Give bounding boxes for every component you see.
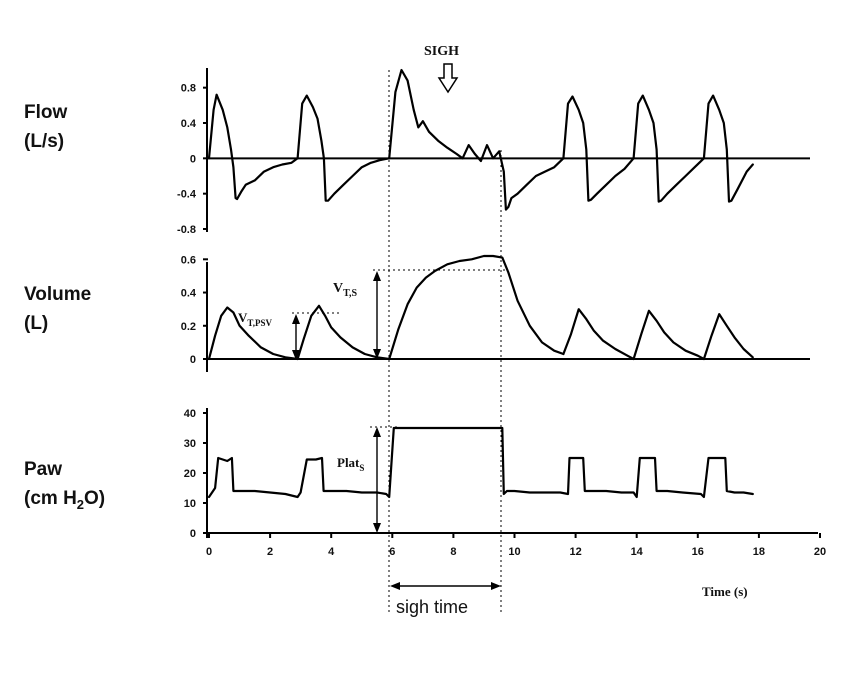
plat-arrow-top-icon: [373, 427, 381, 437]
x-axis-label: Time (s): [702, 584, 748, 599]
sigh-label: SIGH: [424, 44, 459, 59]
vts-label-sub: T,S: [343, 288, 357, 299]
vts-arrow-bottom-icon: [373, 349, 381, 359]
flow-trace-4: [632, 94, 705, 203]
paw-panel-title: Paw: [24, 459, 62, 480]
sigh-time-arrow-left-icon: [390, 582, 400, 590]
paw-panel-unit: (cm H2O): [24, 488, 105, 512]
vts-measure: VT,S: [333, 271, 381, 359]
sigh-time-measure: sigh time: [390, 582, 501, 617]
x-tick-label: 0: [206, 546, 212, 558]
volume-y-tick-label: 0: [190, 354, 196, 366]
sigh-down-arrow-icon: [437, 63, 459, 94]
x-tick-label: 4: [328, 546, 335, 558]
flow-y-tick-label: 0.8: [181, 83, 196, 95]
plat-measure: PlatS: [337, 427, 381, 533]
plat-arrow-bottom-icon: [373, 523, 381, 533]
volume-trace-0: [207, 306, 299, 361]
paw-trace-0: [207, 426, 754, 499]
volume-y-tick-label: 0.4: [181, 288, 197, 300]
volume-panel-unit: (L): [24, 313, 48, 334]
volume-panel-title: Volume: [24, 284, 91, 305]
x-tick-label: 8: [450, 546, 456, 558]
x-tick-label: 12: [569, 546, 581, 558]
paw-y-tick-label: 40: [184, 408, 196, 420]
vts-label: VT,S: [333, 281, 358, 299]
vtpsv-measure: VT,PSV: [238, 310, 300, 360]
vtpsv-label: VT,PSV: [238, 310, 272, 328]
flow-panel-title: Flow: [24, 102, 67, 123]
volume-trace-4: [632, 309, 705, 361]
flow-trace-5: [702, 94, 754, 203]
paw-y-tick-label: 30: [184, 438, 196, 450]
vtpsv-label-main: V: [238, 310, 248, 325]
x-tick-label: 20: [814, 546, 826, 558]
volume-y-tick-label: 0.6: [181, 254, 196, 266]
x-tick-label: 18: [753, 546, 765, 558]
flow-y-tick-label: -0.8: [177, 224, 196, 236]
volume-trace-2: [388, 254, 565, 361]
vtpsv-arrow-bottom-icon: [292, 350, 300, 360]
volume-y-tick-label: 0.2: [181, 321, 196, 333]
paw-y-tick-label: 10: [184, 498, 196, 510]
paw-unit-end: O): [84, 488, 105, 509]
vts-arrow-top-icon: [373, 271, 381, 281]
x-tick-label: 6: [389, 546, 395, 558]
flow-trace-0: [207, 93, 299, 201]
vtpsv-arrow-top-icon: [292, 314, 300, 324]
paw-unit-main: (cm H: [24, 488, 77, 509]
x-tick-label: 16: [692, 546, 704, 558]
traces-layer: [207, 68, 754, 499]
plat-label-sub: S: [359, 463, 364, 473]
vts-label-main: V: [333, 281, 343, 296]
x-tick-label: 2: [267, 546, 273, 558]
flow-panel-unit: (L/s): [24, 131, 64, 152]
volume-trace-5: [702, 313, 754, 361]
flow-trace-3: [562, 95, 635, 202]
volume-trace-3: [562, 308, 635, 361]
flow-y-tick-label: 0: [190, 153, 196, 165]
x-tick-label: 10: [508, 546, 520, 558]
plat-label-main: Plat: [337, 455, 360, 470]
sigh-time-arrow-right-icon: [491, 582, 501, 590]
flow-trace-2: [388, 68, 565, 211]
paw-y-tick-label: 0: [190, 528, 196, 540]
x-tick-label: 14: [631, 546, 644, 558]
sigh-marker: SIGH: [424, 44, 459, 94]
paw-y-tick-label: 20: [184, 468, 196, 480]
plat-label: PlatS: [337, 455, 364, 473]
flow-y-tick-label: -0.4: [177, 189, 197, 201]
vtpsv-label-sub: T,PSV: [247, 318, 272, 328]
flow-trace-1: [296, 94, 391, 202]
volume-trace-1: [296, 304, 391, 361]
sigh-time-label: sigh time: [396, 597, 468, 617]
flow-y-tick-label: 0.4: [181, 118, 197, 130]
paw-unit-sub: 2: [77, 497, 84, 512]
